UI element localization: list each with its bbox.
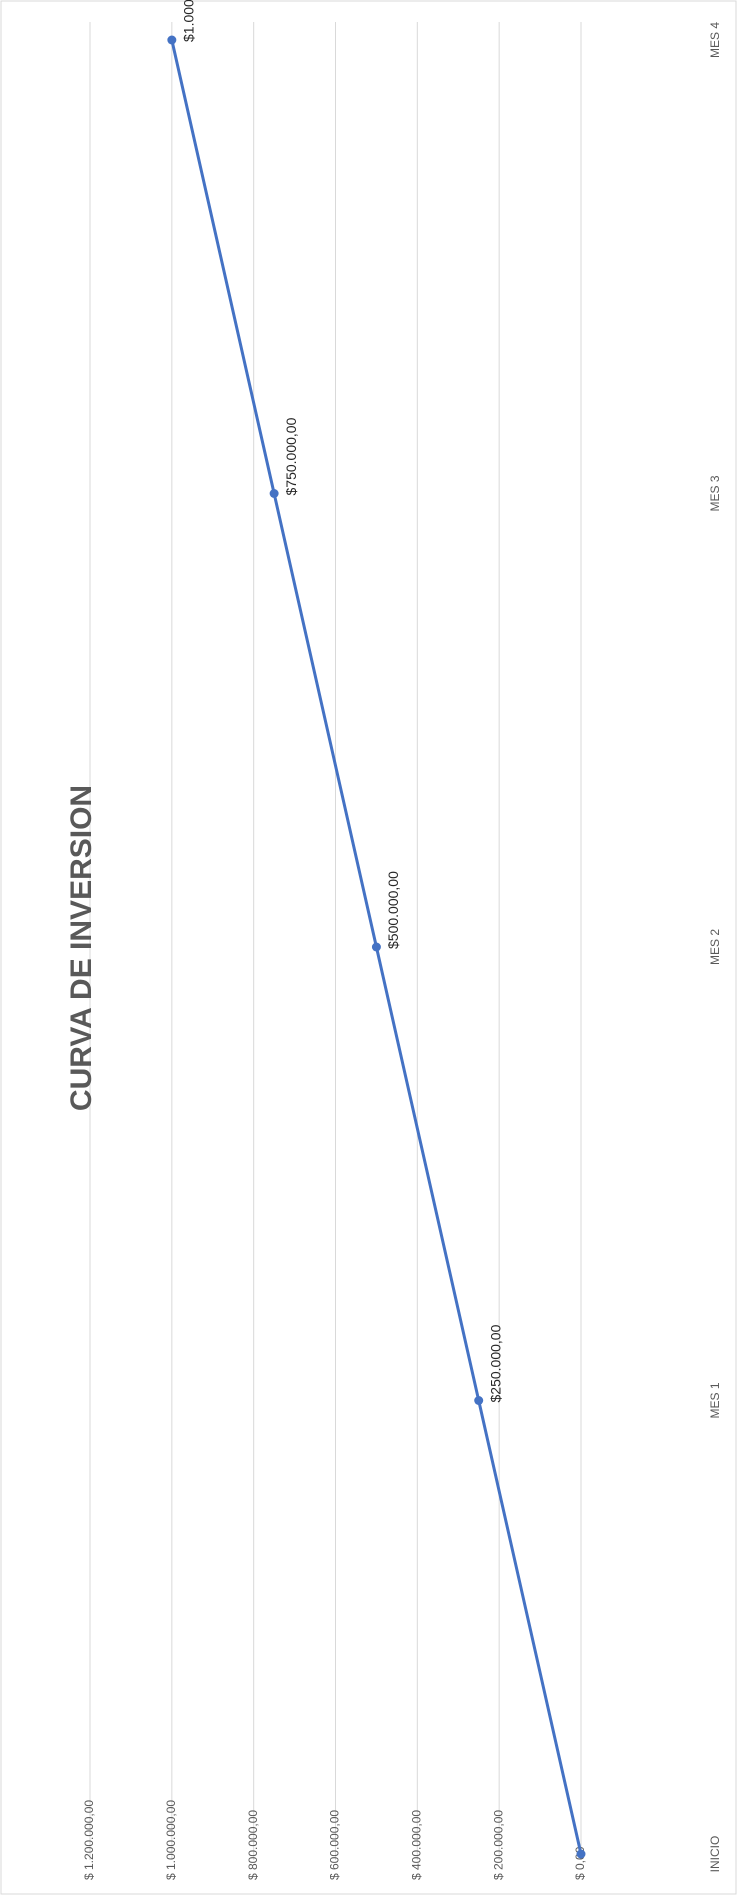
category-tick-label: MES 4 — [708, 22, 722, 58]
data-point — [269, 489, 279, 498]
category-tick-label: MES 3 — [708, 475, 722, 511]
category-tick-label: MES 1 — [708, 1382, 722, 1418]
data-point — [371, 942, 381, 952]
data-point — [576, 1849, 586, 1859]
value-tick-label: $ 800.000,00 — [246, 1810, 260, 1880]
data-point — [474, 1396, 484, 1405]
category-tick-label: MES 2 — [708, 929, 722, 965]
category-tick-label: INICIO — [708, 1836, 722, 1873]
value-axis-labels: $ 0,00$ 200.000,00$ 400.000,00$ 600.000,… — [82, 1800, 587, 1880]
gridlines — [89, 22, 582, 1860]
data-labels: $250.000,00 $500.000,00 $750.000,00 $1.000.… — [181, 0, 504, 1403]
data-label: $750.000,00 — [283, 417, 299, 495]
value-tick-label: $ 1.000.000,00 — [164, 1800, 178, 1880]
series-investment — [167, 35, 586, 1859]
category-axis-labels: INICIO MES 1 MES 2 MES 3 MES 4 — [708, 22, 722, 1873]
value-tick-label: $ 600.000,00 — [328, 1810, 342, 1880]
data-point — [167, 35, 177, 45]
chart-title: CURVA DE INVERSION — [65, 785, 98, 1111]
data-label: $500.000,00 — [385, 871, 401, 949]
data-label: $250.000,00 — [487, 1324, 503, 1402]
value-tick-label: $ 200.000,00 — [491, 1810, 505, 1880]
value-tick-label: $ 400.000,00 — [410, 1810, 424, 1880]
value-tick-label: $ 1.200.000,00 — [82, 1800, 96, 1880]
data-label: $1.000.000,00 — [181, 0, 197, 42]
